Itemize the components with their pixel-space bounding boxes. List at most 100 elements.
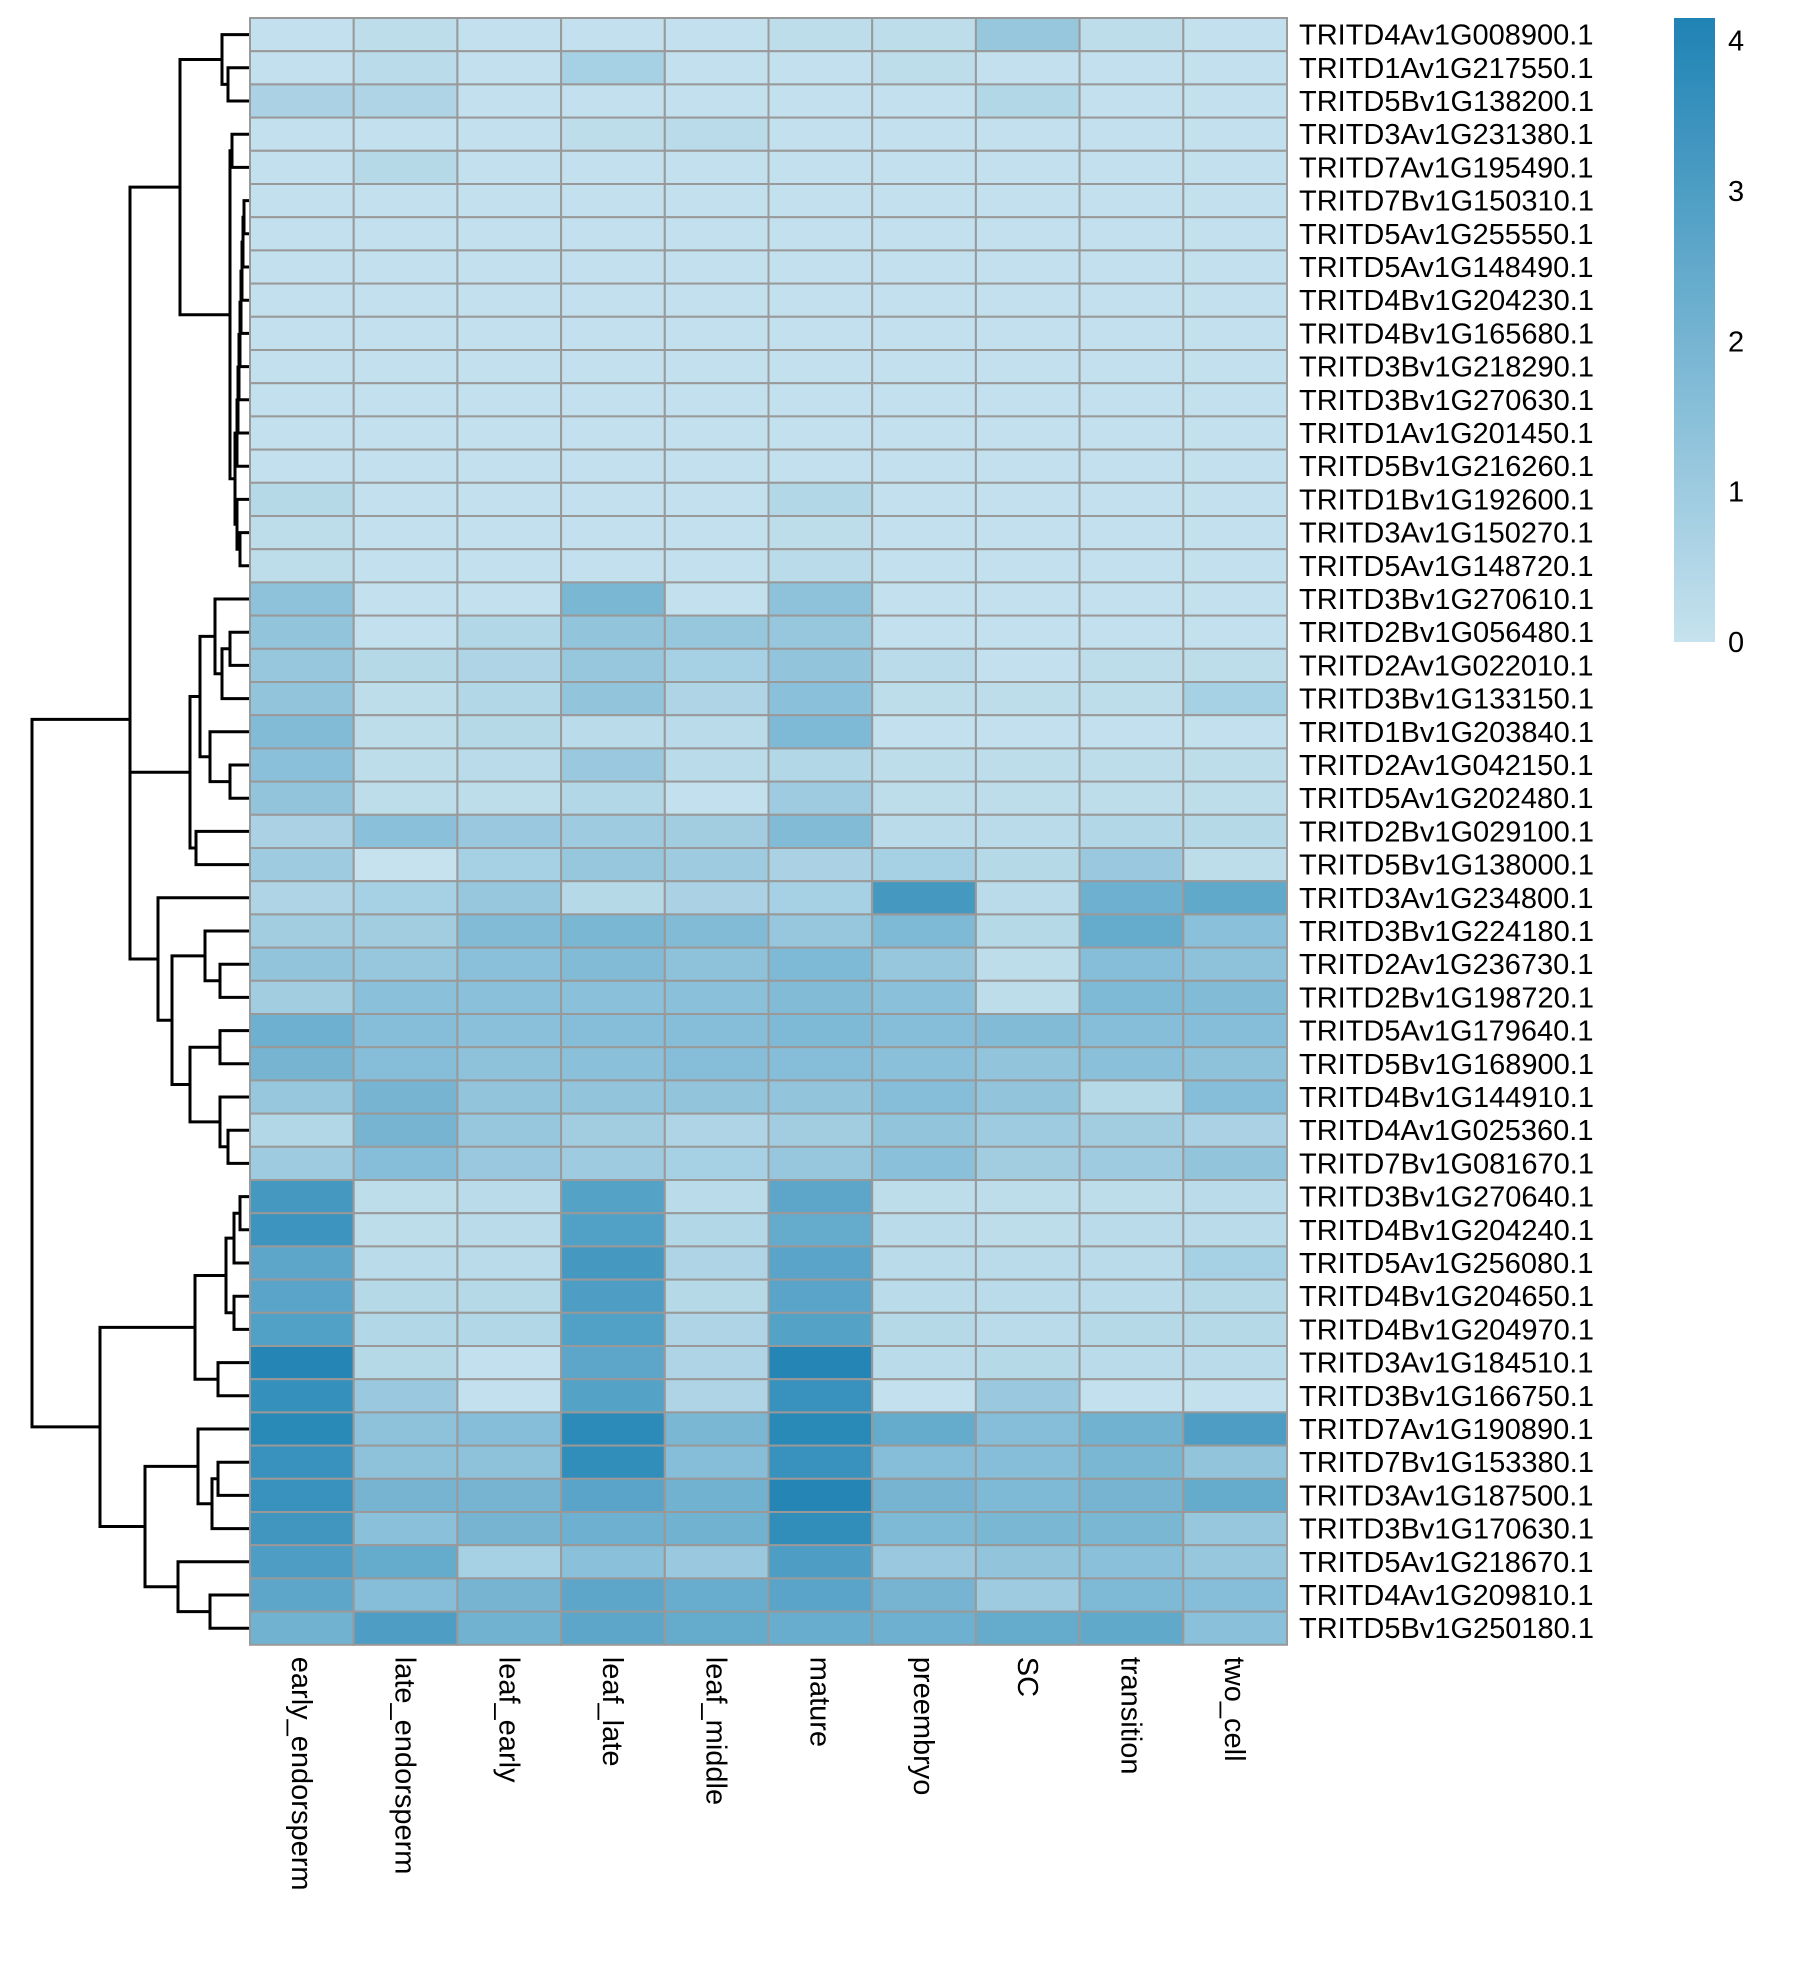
heatmap-cell [352,979,459,1015]
heatmap-cell [1078,681,1185,717]
heatmap-cell [456,1245,563,1281]
heatmap-cell [974,714,1081,750]
heatmap-cell [663,1046,770,1082]
heatmap-cell [767,1577,874,1613]
heatmap-cell [1182,1311,1289,1348]
heatmap-cell [767,50,874,86]
color-legend: 0 1 2 3 4 [1674,18,1744,659]
dendrogram-branch [218,1095,250,1149]
heatmap-cell [249,747,355,783]
heatmap-cell [767,614,874,650]
row-label: TRITD5Av1G148720.1 [1299,551,1593,583]
dendrogram-branch [178,58,230,317]
heatmap-cell [249,1544,355,1580]
heatmap-cell [1182,614,1289,650]
heatmap-cell [663,880,770,916]
heatmap-cell [456,813,563,849]
heatmap-cell [663,282,770,318]
row-label: TRITD1Bv1G203840.1 [1299,717,1594,749]
heatmap-cell [249,282,355,318]
heatmap-cell [352,946,459,982]
heatmap-cell [456,83,563,119]
column-label: early_endorsperm [285,1657,317,1891]
heatmap-cell [1182,1212,1289,1248]
heatmap-cell [249,249,355,285]
heatmap-cell [663,17,770,53]
heatmap-cell [352,1511,459,1547]
legend-colorbar [1674,18,1715,642]
row-label: TRITD7Bv1G081670.1 [1299,1148,1594,1180]
heatmap-cell [1182,1112,1289,1148]
heatmap-cell [1078,1444,1185,1480]
heatmap-cell [974,83,1081,119]
column-label: mature [803,1657,835,1747]
heatmap-cell [560,581,666,617]
heatmap-cell [1078,249,1185,285]
row-label: TRITD3Av1G184510.1 [1299,1348,1593,1380]
row-label: TRITD3Bv1G270630.1 [1299,385,1594,417]
heatmap-cell [871,647,977,683]
row-label: TRITD3Bv1G166750.1 [1299,1381,1594,1413]
heatmap-cell [560,83,666,119]
heatmap-cell [663,1610,770,1646]
heatmap-cell [663,1345,770,1381]
heatmap-cell [663,913,770,949]
dendrogram-branch [203,929,250,983]
heatmap-cell [663,315,770,351]
heatmap-cell [560,1013,666,1049]
heatmap-cell [352,1378,459,1414]
row-label: TRITD3Bv1G218290.1 [1299,352,1594,384]
heatmap-cell [249,714,355,750]
heatmap-cell [1078,1511,1185,1547]
dendrogram-branch [241,215,250,269]
heatmap-cell [767,216,874,252]
heatmap-cell [560,1511,666,1547]
heatmap-cell [456,946,563,982]
heatmap-cell [456,647,563,683]
heatmap-cell [871,415,977,451]
heatmap-cell [1182,515,1289,551]
heatmap-cell [249,1311,355,1348]
row-label: TRITD7Av1G195490.1 [1299,152,1593,184]
heatmap-cell [560,382,666,418]
heatmap-cell [1182,847,1289,883]
heatmap-cell [974,1444,1081,1480]
heatmap-cell [456,548,563,584]
heatmap-cell [352,1411,459,1447]
heatmap-cell [1182,1411,1289,1447]
heatmap-cell [249,813,355,849]
heatmap-cell [1182,979,1289,1015]
heatmap-cell [871,1544,977,1580]
heatmap-cell [974,647,1081,683]
heatmap-cell [1182,913,1289,949]
heatmap-cell [871,614,977,650]
heatmap-cell [352,1212,459,1248]
heatmap-cell [974,448,1081,484]
heatmap-cell [1078,1046,1185,1082]
heatmap-cell [352,1577,459,1613]
heatmap-cell [663,1544,770,1580]
heatmap-cell [352,382,459,418]
heatmap-cell [456,747,563,783]
heatmap-cell [352,614,459,650]
heatmap-cell [1078,747,1185,783]
heatmap-cell [249,216,355,252]
heatmap-cell [767,1079,874,1115]
heatmap-cell [1078,1145,1185,1182]
heatmap-cell [456,1311,563,1348]
heatmap-cell [663,1179,770,1215]
heatmap-cell [1182,1013,1289,1049]
heatmap-cell [1182,581,1289,617]
heatmap-cell [352,415,459,451]
heatmap-cell [974,1511,1081,1547]
heatmap-cell [663,1577,770,1613]
heatmap-cell [456,1013,563,1049]
heatmap-cell [1182,1477,1289,1514]
heatmap-cell [249,1378,355,1414]
heatmap-cell [767,1411,874,1447]
heatmap-cell [1078,515,1185,551]
heatmap-cell [1078,349,1185,385]
heatmap-cell [560,1046,666,1082]
heatmap-cell [767,249,874,285]
heatmap-cell [1182,1179,1289,1215]
